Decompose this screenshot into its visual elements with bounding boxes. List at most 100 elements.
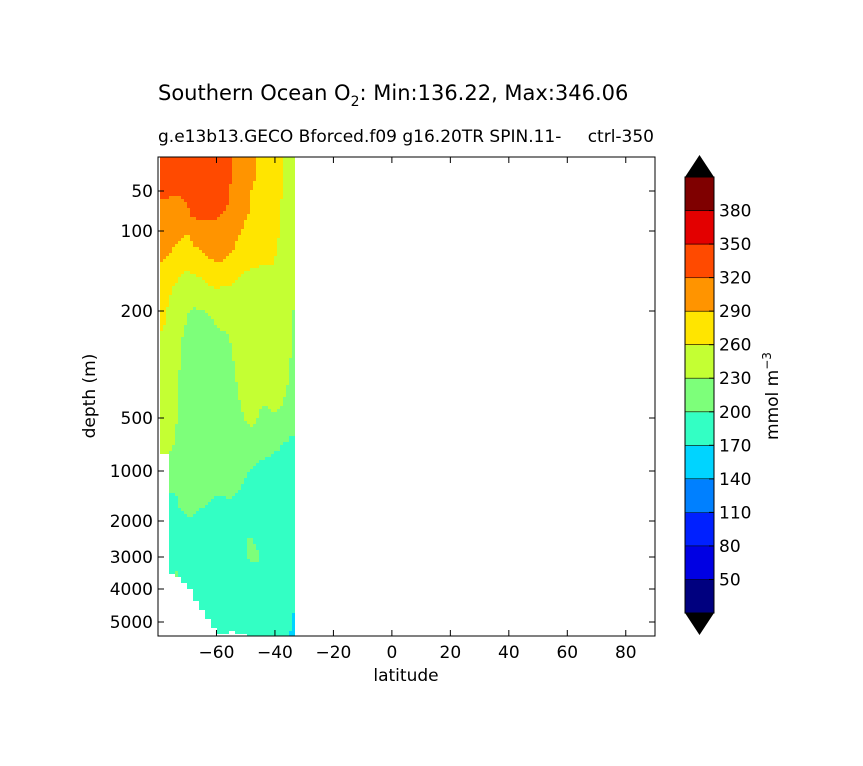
contour-cell — [247, 157, 250, 214]
contour-cell — [187, 208, 190, 235]
contour-cell — [232, 283, 235, 361]
contour-cell — [217, 289, 220, 328]
contour-cell — [166, 256, 169, 307]
contour-cell — [196, 511, 199, 601]
contour-cell — [178, 157, 181, 196]
contour-cell — [226, 256, 229, 286]
contour-cell — [247, 214, 250, 271]
contour-cell — [160, 157, 163, 199]
contour-cell — [217, 217, 220, 262]
contour-cell — [193, 157, 196, 217]
colorbar-tick-label: 110 — [719, 503, 751, 523]
contour-cell — [244, 157, 247, 220]
contour-cell — [187, 313, 190, 517]
contour-cell — [289, 631, 292, 636]
y-tick-label: 1000 — [110, 462, 153, 482]
contour-cell — [250, 157, 253, 190]
contour-cell — [259, 265, 262, 409]
contour-cell — [223, 331, 226, 496]
colorbar-segment — [685, 210, 714, 245]
contour-cell — [274, 412, 277, 451]
contour-cell — [175, 424, 178, 496]
contour-cell — [187, 235, 190, 271]
contour-cell — [220, 496, 223, 634]
contour-cell — [229, 184, 232, 253]
contour-cell — [238, 235, 241, 277]
contour-cell — [229, 253, 232, 286]
contour-cell — [169, 157, 172, 196]
colorbar-segment — [685, 478, 714, 513]
contour-cell — [184, 235, 187, 271]
y-tick-label: 500 — [121, 409, 153, 429]
y-tick-label: 200 — [121, 302, 153, 322]
contour-cell — [289, 157, 292, 358]
contour-cell — [271, 157, 274, 265]
contour-cell — [244, 421, 247, 478]
contour-cell — [217, 328, 220, 496]
contour-cell — [259, 460, 262, 636]
contour-cell — [241, 274, 244, 412]
oxygen-contour-field — [160, 157, 295, 636]
contour-cell — [199, 157, 202, 220]
contour-cell — [178, 241, 181, 277]
contour-cell — [202, 508, 205, 610]
contour-cell — [229, 499, 232, 631]
contour-cell — [292, 613, 295, 636]
contour-cell — [205, 157, 208, 220]
contour-cell — [253, 562, 256, 636]
contour-cell — [190, 241, 193, 274]
contour-cell — [253, 157, 256, 181]
contour-cell — [226, 334, 229, 499]
contour-cell — [187, 157, 190, 208]
contour-cell — [223, 211, 226, 259]
y-tick-label: 100 — [121, 222, 153, 242]
contour-cell — [220, 214, 223, 262]
contour-cell — [181, 157, 184, 199]
contour-cell — [268, 157, 271, 265]
contour-cell — [274, 451, 277, 636]
contour-cell — [277, 451, 280, 636]
contour-cell — [280, 406, 283, 445]
contour-cell — [199, 508, 202, 610]
colorbar-frame — [684, 176, 715, 614]
contour-cell — [286, 157, 289, 385]
contour-cell — [253, 424, 256, 466]
contour-cell — [235, 382, 238, 493]
contour-cell — [280, 199, 283, 406]
contour-cell — [172, 493, 175, 574]
contour-cell — [271, 265, 274, 412]
contour-cell — [175, 571, 178, 577]
contour-cell — [265, 265, 268, 406]
subtitle-left: g.e13b13.GECO Bforced.f09 g16.20TR SPIN.… — [158, 127, 561, 147]
colorbar-over-arrow — [685, 155, 714, 177]
contour-cell — [160, 331, 163, 454]
contour-cell — [241, 412, 244, 484]
colorbar-segment — [685, 545, 714, 580]
contour-cell — [211, 319, 214, 499]
contour-cell — [250, 268, 253, 427]
contour-cell — [262, 157, 265, 265]
colorbar-tick-label: 350 — [719, 235, 751, 255]
contour-cell — [205, 313, 208, 505]
colorbar-segment — [685, 344, 714, 379]
contour-cell — [217, 496, 220, 634]
colorbar-segment — [685, 177, 714, 212]
title-subscript: 2 — [351, 94, 360, 110]
contour-cell — [283, 157, 286, 397]
contour-cell — [271, 454, 274, 636]
contour-cell — [175, 157, 178, 196]
contour-cell — [268, 457, 271, 636]
contour-cell — [238, 400, 241, 490]
contour-cell — [172, 157, 175, 196]
y-tick-label: 3000 — [110, 548, 153, 568]
contour-cell — [181, 274, 184, 337]
contour-cell — [178, 196, 181, 241]
x-axis: −60 −40 −20 0 20 40 60 80 — [199, 157, 637, 663]
contour-cell — [202, 220, 205, 253]
contour-cell — [265, 157, 268, 265]
contour-cell — [277, 157, 280, 238]
contour-cell — [247, 424, 250, 472]
contour-cell — [160, 262, 163, 331]
contour-cell — [211, 157, 214, 220]
colorbar-segment — [685, 244, 714, 279]
